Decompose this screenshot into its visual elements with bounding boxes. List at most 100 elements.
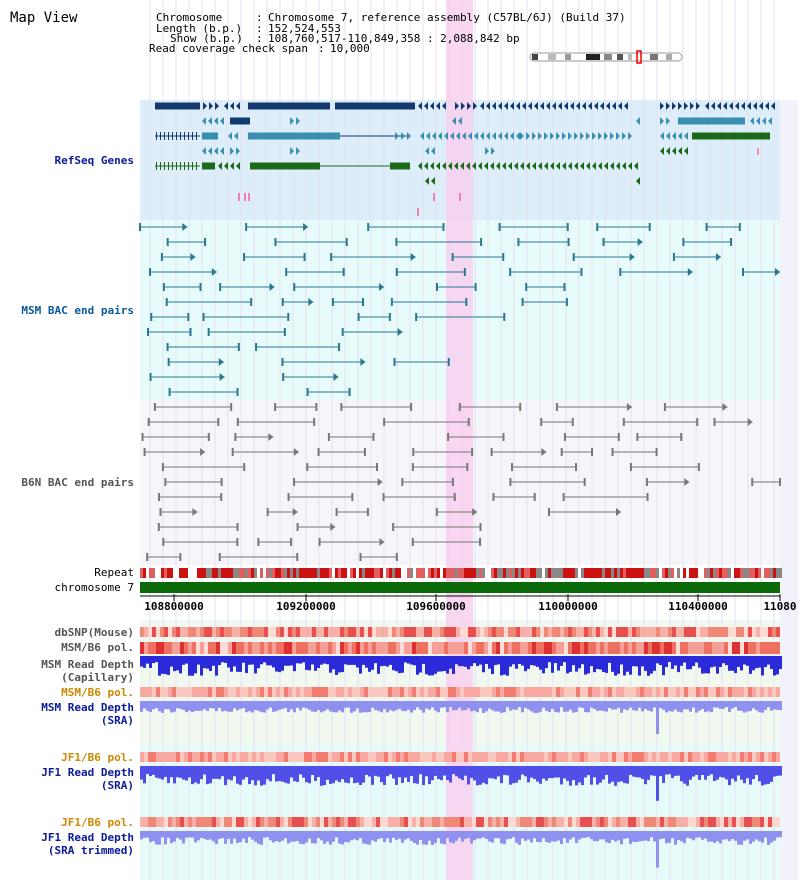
jf1-b6-pol2-cell xyxy=(768,817,772,827)
bac-end xyxy=(560,448,563,456)
bac-end xyxy=(392,523,395,531)
msm-b6-pol2-cell xyxy=(776,687,780,697)
msm-depth-cap-bar xyxy=(515,656,518,669)
msm-b6-pol2-cell xyxy=(408,687,412,697)
gene-arrow xyxy=(666,132,670,140)
msm-b6-pol-cell xyxy=(604,642,608,654)
jf1-depth-trim-bar xyxy=(683,831,686,844)
jf1-b6-pol2-cell xyxy=(332,817,336,827)
jf1-b6-pol-cell xyxy=(640,752,644,762)
msm-depth-sra-bar xyxy=(626,701,629,711)
bac-end xyxy=(619,268,622,276)
bac-end-arrow xyxy=(397,328,403,336)
track-label-jf1-b6-pol-2[interactable]: JF1/B6 pol. xyxy=(61,816,134,829)
bac-end xyxy=(281,358,284,366)
track-label-msm-b6-pol[interactable]: MSM/B6 pol. xyxy=(61,641,134,654)
repeat-block xyxy=(356,568,359,578)
msm-depth-sra-bar xyxy=(371,701,374,708)
repeat-block xyxy=(488,568,491,578)
msm-depth-cap-bar xyxy=(302,656,305,663)
bac-end xyxy=(547,508,550,516)
repeat-block xyxy=(743,568,746,578)
bac-end xyxy=(243,253,246,261)
jf1-b6-pol2-cell xyxy=(664,817,668,827)
jf1-depth-trim-bar xyxy=(458,831,461,838)
gene-arrow xyxy=(610,162,614,170)
jf1-depth-trim-bar xyxy=(263,831,266,838)
repeat-block xyxy=(179,568,182,578)
msm-b6-pol-cell xyxy=(176,642,180,654)
gene-arrow xyxy=(600,102,604,110)
bac-end xyxy=(741,268,744,276)
msm-depth-sra-bar xyxy=(434,701,437,711)
jf1-b6-pol2-cell xyxy=(528,817,532,827)
jf1-depth-trim-bar xyxy=(755,831,758,840)
jf1-b6-pol2-cell xyxy=(204,817,208,827)
track-label-msm-depth-capillary[interactable]: MSM Read Depth xyxy=(41,658,134,671)
bac-end xyxy=(287,313,290,321)
msm-b6-pol-cell xyxy=(672,642,676,654)
track-label-refseq[interactable]: RefSeq Genes xyxy=(54,154,134,167)
msm-depth-sra-bar xyxy=(359,701,362,713)
msm-b6-pol-cell xyxy=(476,642,480,654)
track-label-repeat[interactable]: Repeat xyxy=(94,566,134,579)
dbsnp-cell xyxy=(160,627,164,637)
msm-depth-cap-bar xyxy=(203,656,206,669)
msm-b6-pol2-cell xyxy=(476,687,480,697)
jf1-depth-trim-bar xyxy=(584,831,587,838)
msm-depth-sra-bar xyxy=(728,701,731,712)
bac-end xyxy=(287,493,290,501)
jf1-depth-sra-bar xyxy=(779,766,782,776)
repeat-block xyxy=(599,568,602,578)
dbsnp-cell xyxy=(592,627,596,637)
track-label-msm-b6-pol-2[interactable]: MSM/B6 pol. xyxy=(61,686,134,699)
track-label-msm-bac[interactable]: MSM BAC end pairs xyxy=(21,304,134,317)
track-label-jf1-depth-sra[interactable]: JF1 Read Depth xyxy=(41,766,134,779)
jf1-b6-pol-cell xyxy=(372,752,376,762)
msm-depth-sra-bar xyxy=(581,701,584,708)
jf1-depth-sra-bar xyxy=(425,766,428,777)
repeat-block xyxy=(716,568,719,578)
msm-b6-pol-cell xyxy=(340,642,344,654)
jf1-depth-sra-bar xyxy=(659,766,662,777)
dbsnp-cell xyxy=(716,627,720,637)
repeat-block xyxy=(494,568,497,578)
bac-end xyxy=(602,238,605,246)
msm-depth-cap-bar xyxy=(356,656,359,668)
repeat-block xyxy=(176,568,179,578)
dbsnp-cell xyxy=(176,627,180,637)
bac-end-arrow xyxy=(182,223,188,231)
msm-b6-pol-cell xyxy=(296,642,300,654)
track-label-jf1-b6-pol[interactable]: JF1/B6 pol. xyxy=(61,751,134,764)
dbsnp-cell xyxy=(696,627,700,637)
msm-depth-sra-bar xyxy=(464,701,467,711)
track-label-jf1-depth-trimmed[interactable]: JF1 Read Depth xyxy=(41,831,134,844)
track-label-msm-depth-sra[interactable]: MSM Read Depth xyxy=(41,701,134,714)
jf1-depth-trim-bar xyxy=(191,831,194,838)
msm-depth-cap-bar xyxy=(494,656,497,666)
track-label-b6n-bac[interactable]: B6N BAC end pairs xyxy=(21,476,134,489)
gene-arrow xyxy=(598,162,602,170)
msm-depth-cap-bar xyxy=(605,656,608,673)
bac-end xyxy=(617,433,620,441)
jf1-b6-pol-cell xyxy=(464,752,468,762)
jf1-b6-pol-cell xyxy=(300,752,304,762)
gene-arrow xyxy=(420,132,424,140)
jf1-depth-trim-bar xyxy=(335,831,338,838)
bac-end xyxy=(479,538,482,546)
msm-b6-pol2-cell xyxy=(604,687,608,697)
gene-arrow xyxy=(202,117,206,125)
msm-depth-sra-bar xyxy=(605,701,608,712)
repeat-block xyxy=(470,568,473,578)
repeat-block xyxy=(251,568,254,578)
track-label-dbsnp[interactable]: dbSNP(Mouse) xyxy=(54,626,134,639)
bac-end xyxy=(509,268,512,276)
jf1-b6-pol-cell xyxy=(616,752,620,762)
jf1-b6-pol-cell xyxy=(772,752,776,762)
gene-arrow xyxy=(224,162,228,170)
jf1-b6-pol-cell xyxy=(272,752,276,762)
repeat-block xyxy=(761,568,764,578)
jf1-depth-trim-bar xyxy=(215,831,218,844)
gene-arrow xyxy=(424,162,428,170)
